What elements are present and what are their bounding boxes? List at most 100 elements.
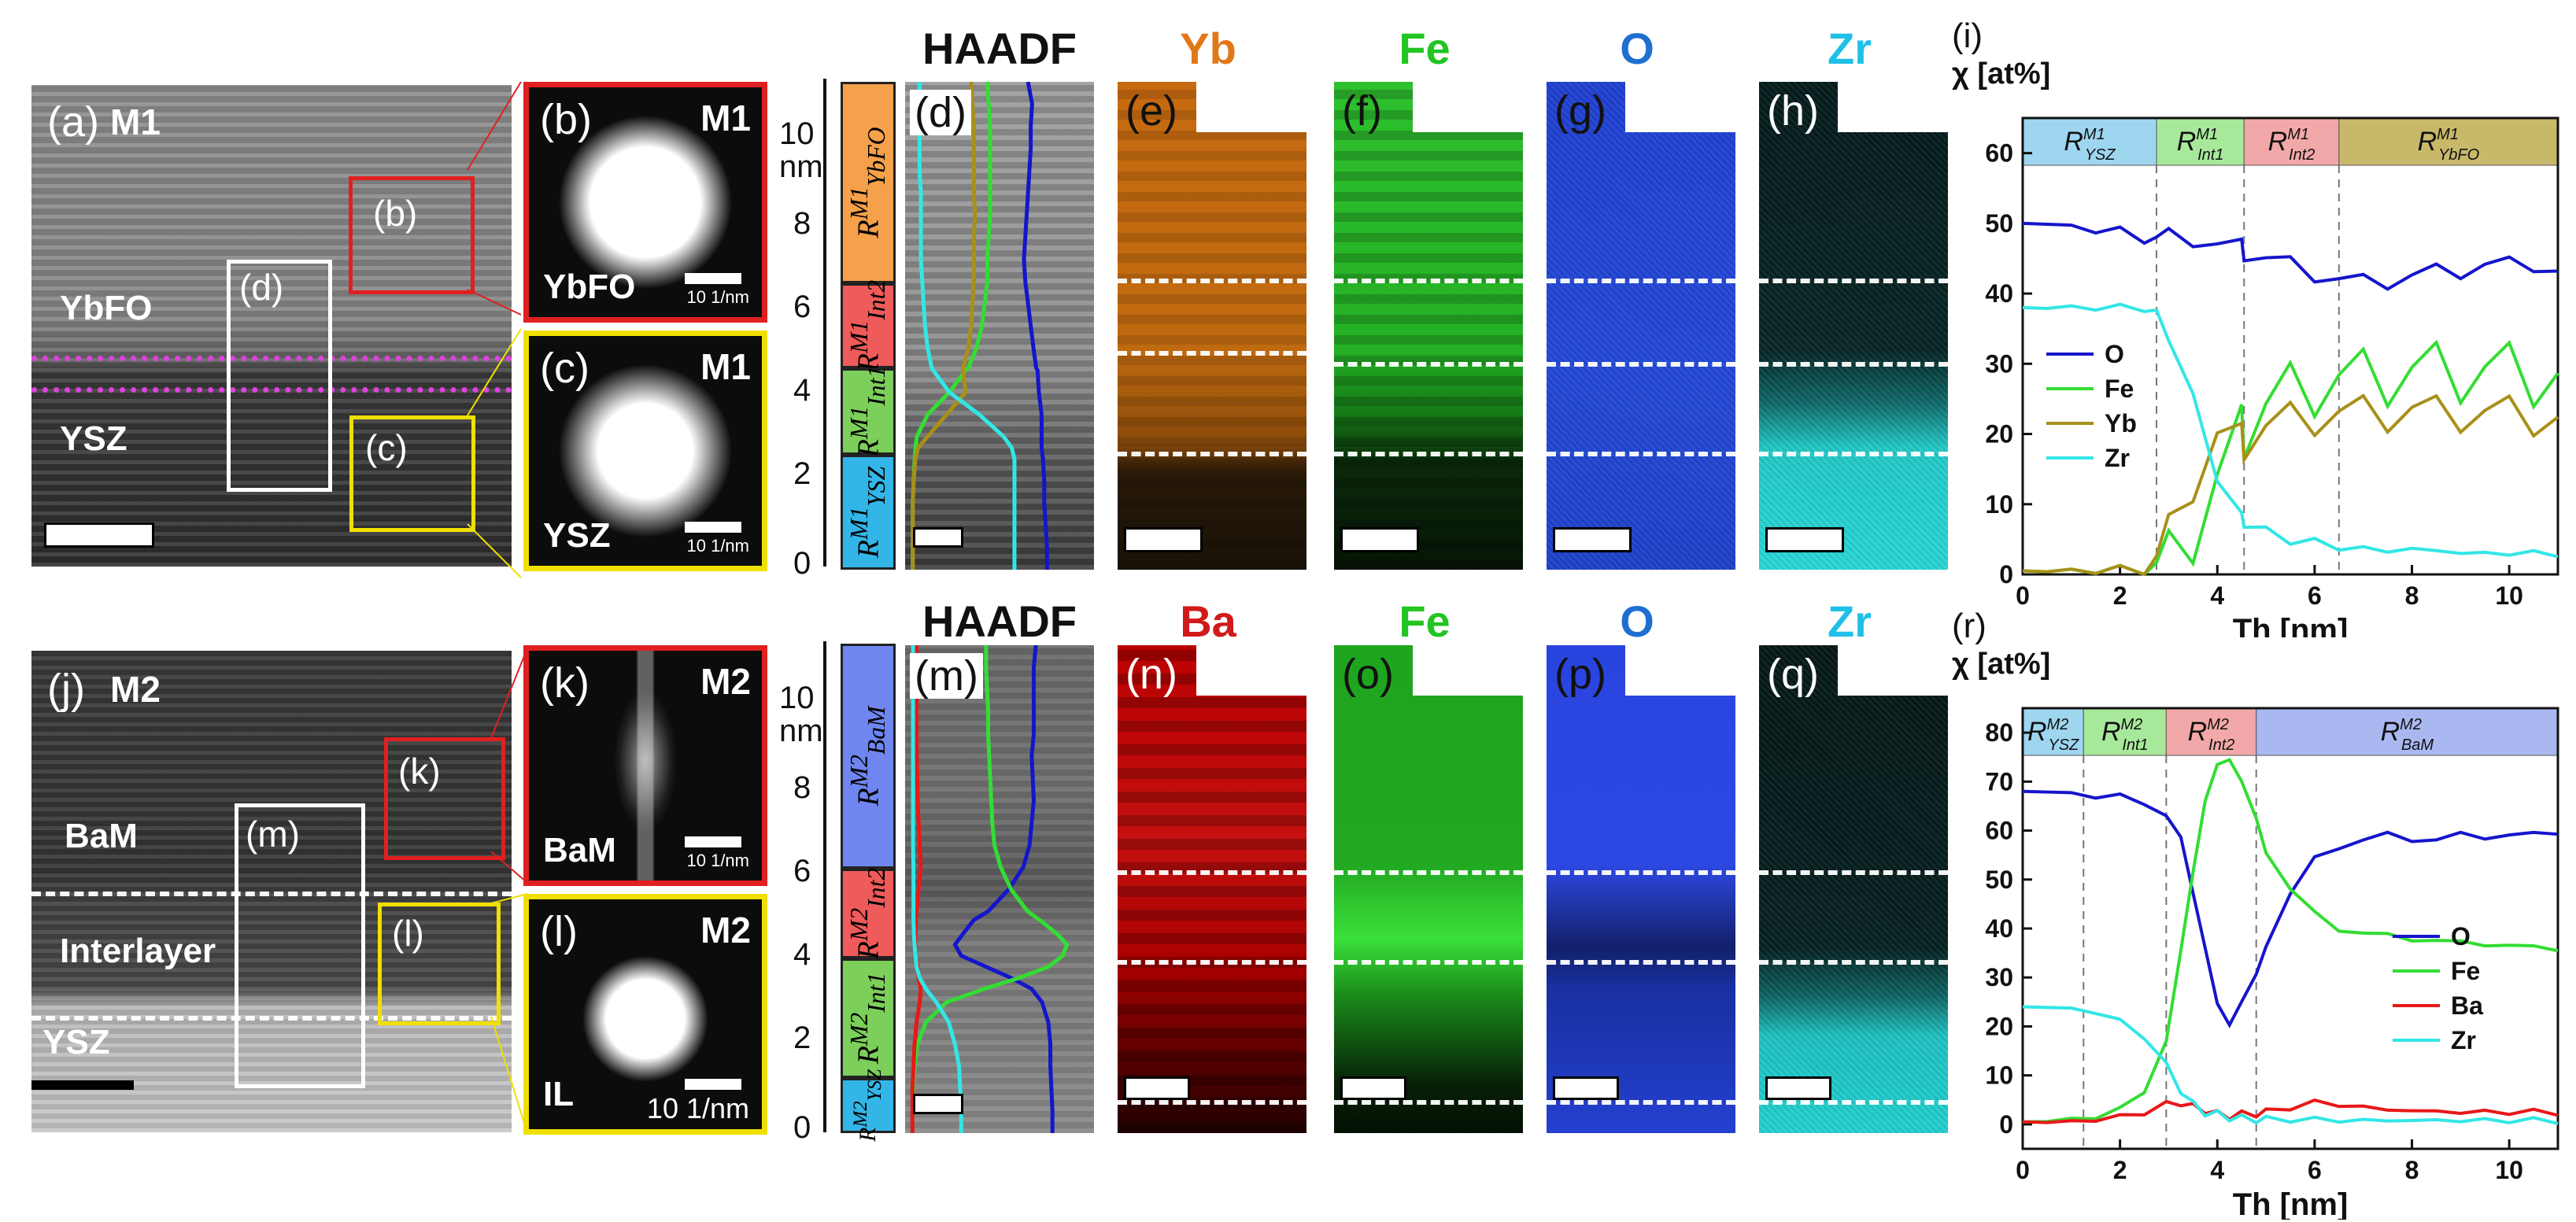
region-band-int1 bbox=[2083, 707, 2167, 756]
chart-x-label: Th [nm] bbox=[2233, 1187, 2349, 1220]
panel-label-g: (g) bbox=[1554, 87, 1606, 135]
header-o-bottom: O bbox=[1620, 596, 1654, 646]
chart-y-label: χ [at%] bbox=[1952, 648, 2050, 681]
panel-label-c: (c) bbox=[540, 345, 589, 392]
chart-frame bbox=[2021, 116, 2559, 576]
fft-phase-l: IL bbox=[543, 1075, 575, 1113]
fft-panel-c: (c) M1 YSZ 10 1/nm bbox=[523, 330, 767, 571]
region-band-int1 bbox=[2156, 117, 2245, 166]
x-tick-label: 6 bbox=[2308, 1156, 2322, 1184]
series-line-zr bbox=[2022, 302, 2559, 559]
fft-scale-text-l: 10 1/nm bbox=[646, 1092, 749, 1124]
depth-axis-bottom: 10 8 6 4 2 0 nm bbox=[779, 641, 834, 1145]
haadf-profile-yb bbox=[911, 82, 978, 570]
header-fe-bottom: Fe bbox=[1399, 596, 1451, 646]
eds-map-zr-top: (h) bbox=[1759, 82, 1948, 570]
region-band-ybfo bbox=[2338, 117, 2559, 166]
panel-label-l: (l) bbox=[540, 908, 578, 955]
region-box-m bbox=[235, 803, 365, 1088]
panel-label-p: (p) bbox=[1554, 651, 1606, 698]
series-line-ba bbox=[2022, 1098, 2559, 1124]
tick-4-b: 4 bbox=[793, 937, 811, 972]
region-band-bam bbox=[2256, 707, 2559, 756]
region-band-label: RM2 YSZ bbox=[2027, 716, 2079, 754]
eds-map-zr-bottom: (q) bbox=[1759, 645, 1948, 1133]
x-tick-label: 2 bbox=[2113, 581, 2127, 610]
y-tick-label: 60 bbox=[1985, 139, 2013, 168]
haadf-profile-o bbox=[1022, 82, 1049, 570]
x-tick-label: 10 bbox=[2495, 581, 2523, 610]
legend-label-zr: Zr bbox=[2451, 1026, 2476, 1054]
layer-label-ybfo: YbFO bbox=[60, 289, 153, 327]
tick-10-b: 10 bbox=[779, 681, 815, 715]
scale-bar-g bbox=[1553, 527, 1632, 552]
y-tick-label: 60 bbox=[1985, 817, 2013, 845]
region-int1-bottom: RM2Int1 bbox=[841, 958, 896, 1078]
chart-panel-label: (i) bbox=[1952, 17, 1983, 55]
x-tick-label: 8 bbox=[2405, 581, 2419, 610]
fft-scale-bar-b bbox=[685, 273, 741, 284]
x-tick-label: 6 bbox=[2308, 581, 2322, 610]
header-zr-top: Zr bbox=[1828, 24, 1872, 73]
haadf-map-d: (d) bbox=[905, 82, 1094, 570]
haadf-profile-ba bbox=[910, 645, 923, 1133]
tick-4: 4 bbox=[793, 373, 811, 408]
fft-phase-c: YSZ bbox=[543, 516, 611, 555]
haadf-profile-zr bbox=[917, 82, 1017, 570]
x-tick-label: 4 bbox=[2210, 1156, 2224, 1184]
scale-bar-o bbox=[1340, 1076, 1406, 1100]
region-box-d bbox=[227, 260, 332, 492]
haadf-d-profiles bbox=[911, 82, 1049, 570]
fft-sample-k: M2 bbox=[700, 661, 751, 702]
tick-0: 0 bbox=[793, 546, 811, 581]
panel-label-k: (k) bbox=[540, 659, 589, 707]
region-band-label: RM1 YbFO bbox=[2418, 126, 2480, 164]
header-fe-top: Fe bbox=[1399, 24, 1451, 73]
header-haadf-top: HAADF bbox=[922, 24, 1077, 73]
region-box-l-label: (l) bbox=[392, 913, 424, 954]
fft-scale-bar-k bbox=[685, 836, 741, 847]
interface-line-lower bbox=[31, 387, 512, 393]
region-band-ysz bbox=[2022, 117, 2157, 166]
header-yb: Yb bbox=[1180, 24, 1236, 73]
fft-scale-text-c: 10 1/nm bbox=[686, 536, 750, 556]
y-tick-label: 40 bbox=[1985, 914, 2013, 943]
panel-label-j: (j) bbox=[47, 666, 85, 713]
layer-label-ysz-bottom: YSZ bbox=[43, 1023, 110, 1061]
y-tick-label: 80 bbox=[1985, 718, 2013, 747]
y-tick-label: 30 bbox=[1985, 349, 2013, 378]
y-tick-label: 10 bbox=[1985, 1061, 2013, 1090]
header-zr-bottom: Zr bbox=[1828, 596, 1872, 646]
region-band-label: RM2 Int2 bbox=[2188, 716, 2235, 754]
zoom-connectors-bottom bbox=[490, 648, 528, 1134]
tick-2-b: 2 bbox=[793, 1021, 811, 1055]
chart-x-label: Th [nm] bbox=[2233, 613, 2349, 637]
region-bam-bottom: RM2BaM bbox=[841, 644, 896, 869]
panel-label-f: (f) bbox=[1342, 87, 1382, 135]
fft-sample-b: M1 bbox=[700, 98, 751, 138]
fft-sample-c: M1 bbox=[700, 346, 751, 387]
region-int2-top: RM1Int2 bbox=[841, 280, 896, 371]
series-line-fe bbox=[2022, 758, 2559, 1124]
region-box-d-label: (d) bbox=[239, 267, 284, 308]
eds-map-ba: (n) bbox=[1118, 645, 1306, 1133]
legend-label-o: O bbox=[2105, 340, 2124, 368]
region-box-k-label: (k) bbox=[398, 751, 441, 792]
series-line-o bbox=[2022, 221, 2559, 291]
y-tick-label: 30 bbox=[1985, 963, 2013, 991]
x-tick-label: 4 bbox=[2210, 581, 2224, 610]
y-tick-label: 20 bbox=[1985, 420, 2013, 449]
y-tick-label: 20 bbox=[1985, 1012, 2013, 1040]
tick-0-b: 0 bbox=[793, 1110, 811, 1145]
region-band-label: RM1 YSZ bbox=[2064, 126, 2116, 164]
region-band-label: RM1 Int2 bbox=[2268, 126, 2315, 164]
scale-bar-p bbox=[1553, 1076, 1619, 1100]
region-box-b-label: (b) bbox=[373, 193, 418, 234]
legend-label-fe: Fe bbox=[2105, 375, 2134, 403]
tick-2: 2 bbox=[793, 456, 811, 491]
scale-bar-j bbox=[31, 1080, 134, 1090]
legend-label-ba: Ba bbox=[2451, 991, 2483, 1020]
fft-phase-k: BaM bbox=[543, 831, 616, 869]
panel-label-a: (a) bbox=[47, 98, 99, 146]
region-box-c bbox=[349, 415, 475, 532]
